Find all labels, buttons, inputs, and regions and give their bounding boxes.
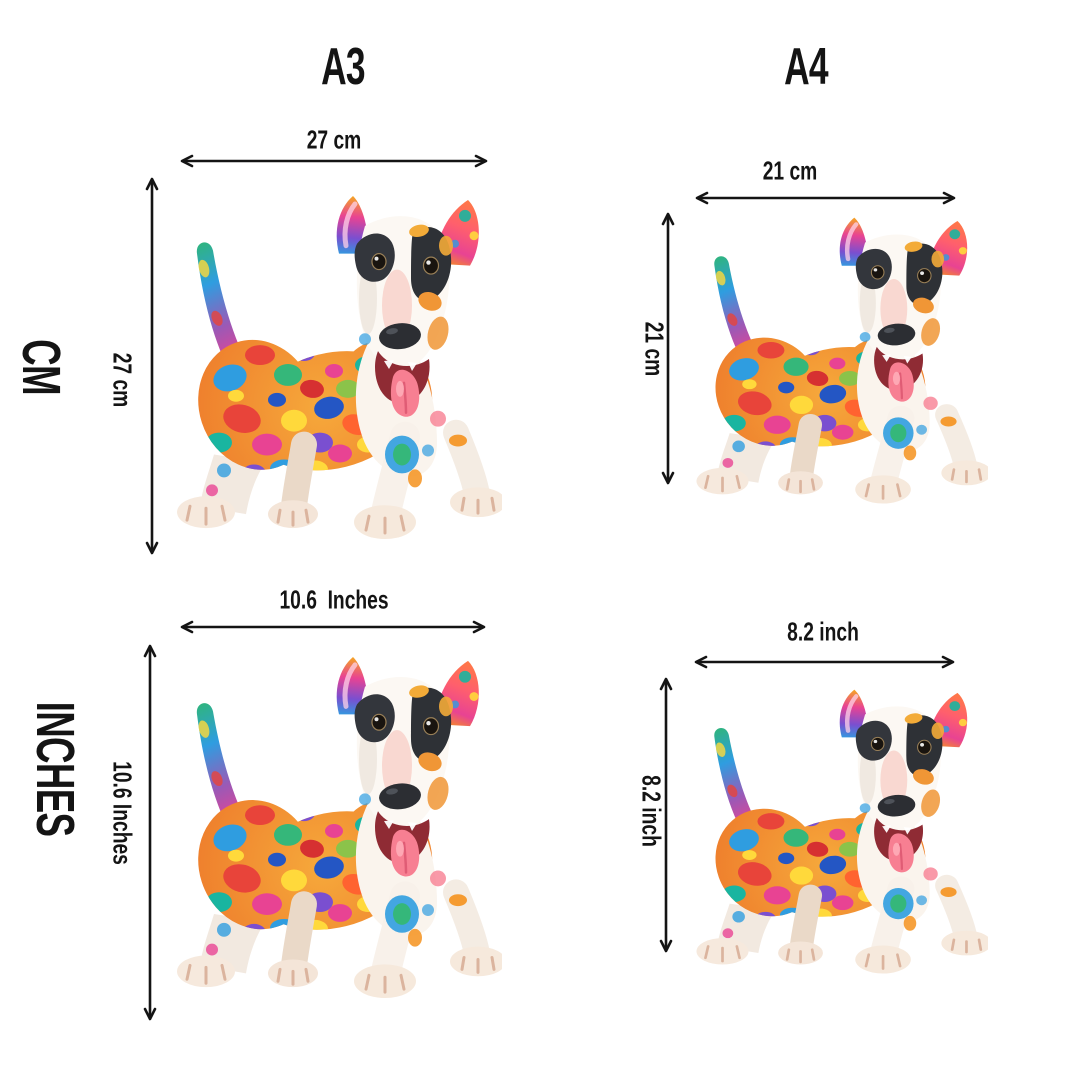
width-arrow-a3-inches — [180, 620, 486, 634]
height-arrow-a3-cm — [145, 177, 159, 555]
width-arrow-a4-inches — [694, 655, 955, 669]
row-label-cm: CM — [11, 339, 71, 395]
row-label-inches: INCHES — [25, 701, 85, 837]
column-header-a3: A3 — [321, 38, 366, 96]
height-arrow-a4-inches — [659, 677, 673, 953]
width-label-a4-inches: 8.2 inch — [787, 616, 859, 647]
width-label-a3-cm: 27 cm — [306, 124, 362, 155]
height-label-a3-cm: 27 cm — [107, 352, 138, 408]
height-label-a4-inches: 8.2 inch — [636, 775, 667, 847]
width-label-a3-inches: 10.6 Inches — [279, 584, 389, 615]
dog-illustration-a3-cm — [172, 194, 502, 542]
width-arrow-a4-cm — [695, 191, 956, 205]
width-label-a4-cm: 21 cm — [762, 155, 818, 186]
height-arrow-a3-inches — [143, 644, 157, 1021]
dog-illustration-a3-inches — [172, 655, 502, 1001]
height-label-a3-inches: 10.6 Inches — [107, 761, 138, 865]
column-header-a4: A4 — [784, 38, 829, 96]
width-arrow-a3-cm — [180, 154, 488, 168]
height-arrow-a4-cm — [661, 212, 675, 485]
height-label-a4-cm: 21 cm — [639, 321, 670, 377]
dog-illustration-a4-cm — [692, 216, 988, 506]
dog-illustration-a4-inches — [692, 688, 988, 976]
